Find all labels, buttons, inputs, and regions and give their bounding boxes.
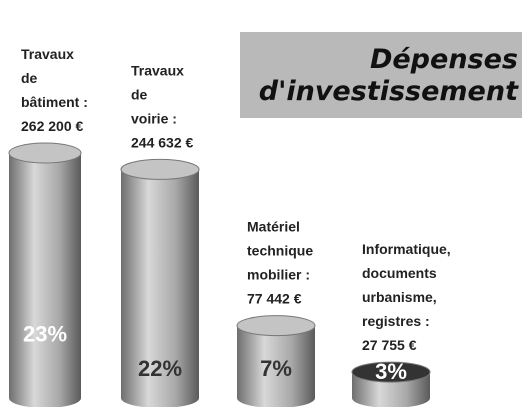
category-label: registres :	[362, 313, 430, 329]
share-label: 7%	[260, 356, 292, 381]
cylinder	[351, 361, 431, 407]
value-label: 244 632 €	[131, 134, 193, 150]
cylinder	[8, 142, 82, 407]
category-label: mobilier :	[247, 267, 310, 283]
cylinder-top	[8, 142, 82, 164]
value-label: 27 755 €	[362, 337, 417, 353]
category-label: Travaux	[21, 46, 74, 62]
category-label: technique	[247, 243, 313, 259]
cylinder	[236, 315, 316, 407]
share-label: 23%	[23, 322, 67, 347]
cylinder-top	[120, 158, 200, 180]
cylinder-top	[351, 361, 431, 383]
cylinder-body	[9, 153, 81, 407]
chart-title: Dépenses d'investissement	[240, 32, 522, 118]
category-label: de	[21, 70, 38, 86]
value-label: 77 442 €	[247, 291, 302, 307]
category-label: Informatique,	[362, 241, 451, 257]
category-label: bâtiment :	[21, 94, 88, 110]
category-label: voirie :	[131, 110, 177, 126]
share-label: 22%	[138, 356, 182, 381]
category-label: urbanisme,	[362, 289, 437, 305]
value-label: 262 200 €	[21, 118, 83, 134]
cylinder-body	[237, 325, 315, 407]
category-label: de	[131, 86, 148, 102]
category-label: documents	[362, 265, 437, 281]
cylinder-top	[236, 315, 316, 337]
category-label: Travaux	[131, 62, 184, 78]
share-label: 3%	[375, 359, 407, 384]
cylinder	[120, 158, 200, 407]
category-label: Matériel	[247, 219, 300, 235]
cylinder-body	[121, 169, 199, 407]
